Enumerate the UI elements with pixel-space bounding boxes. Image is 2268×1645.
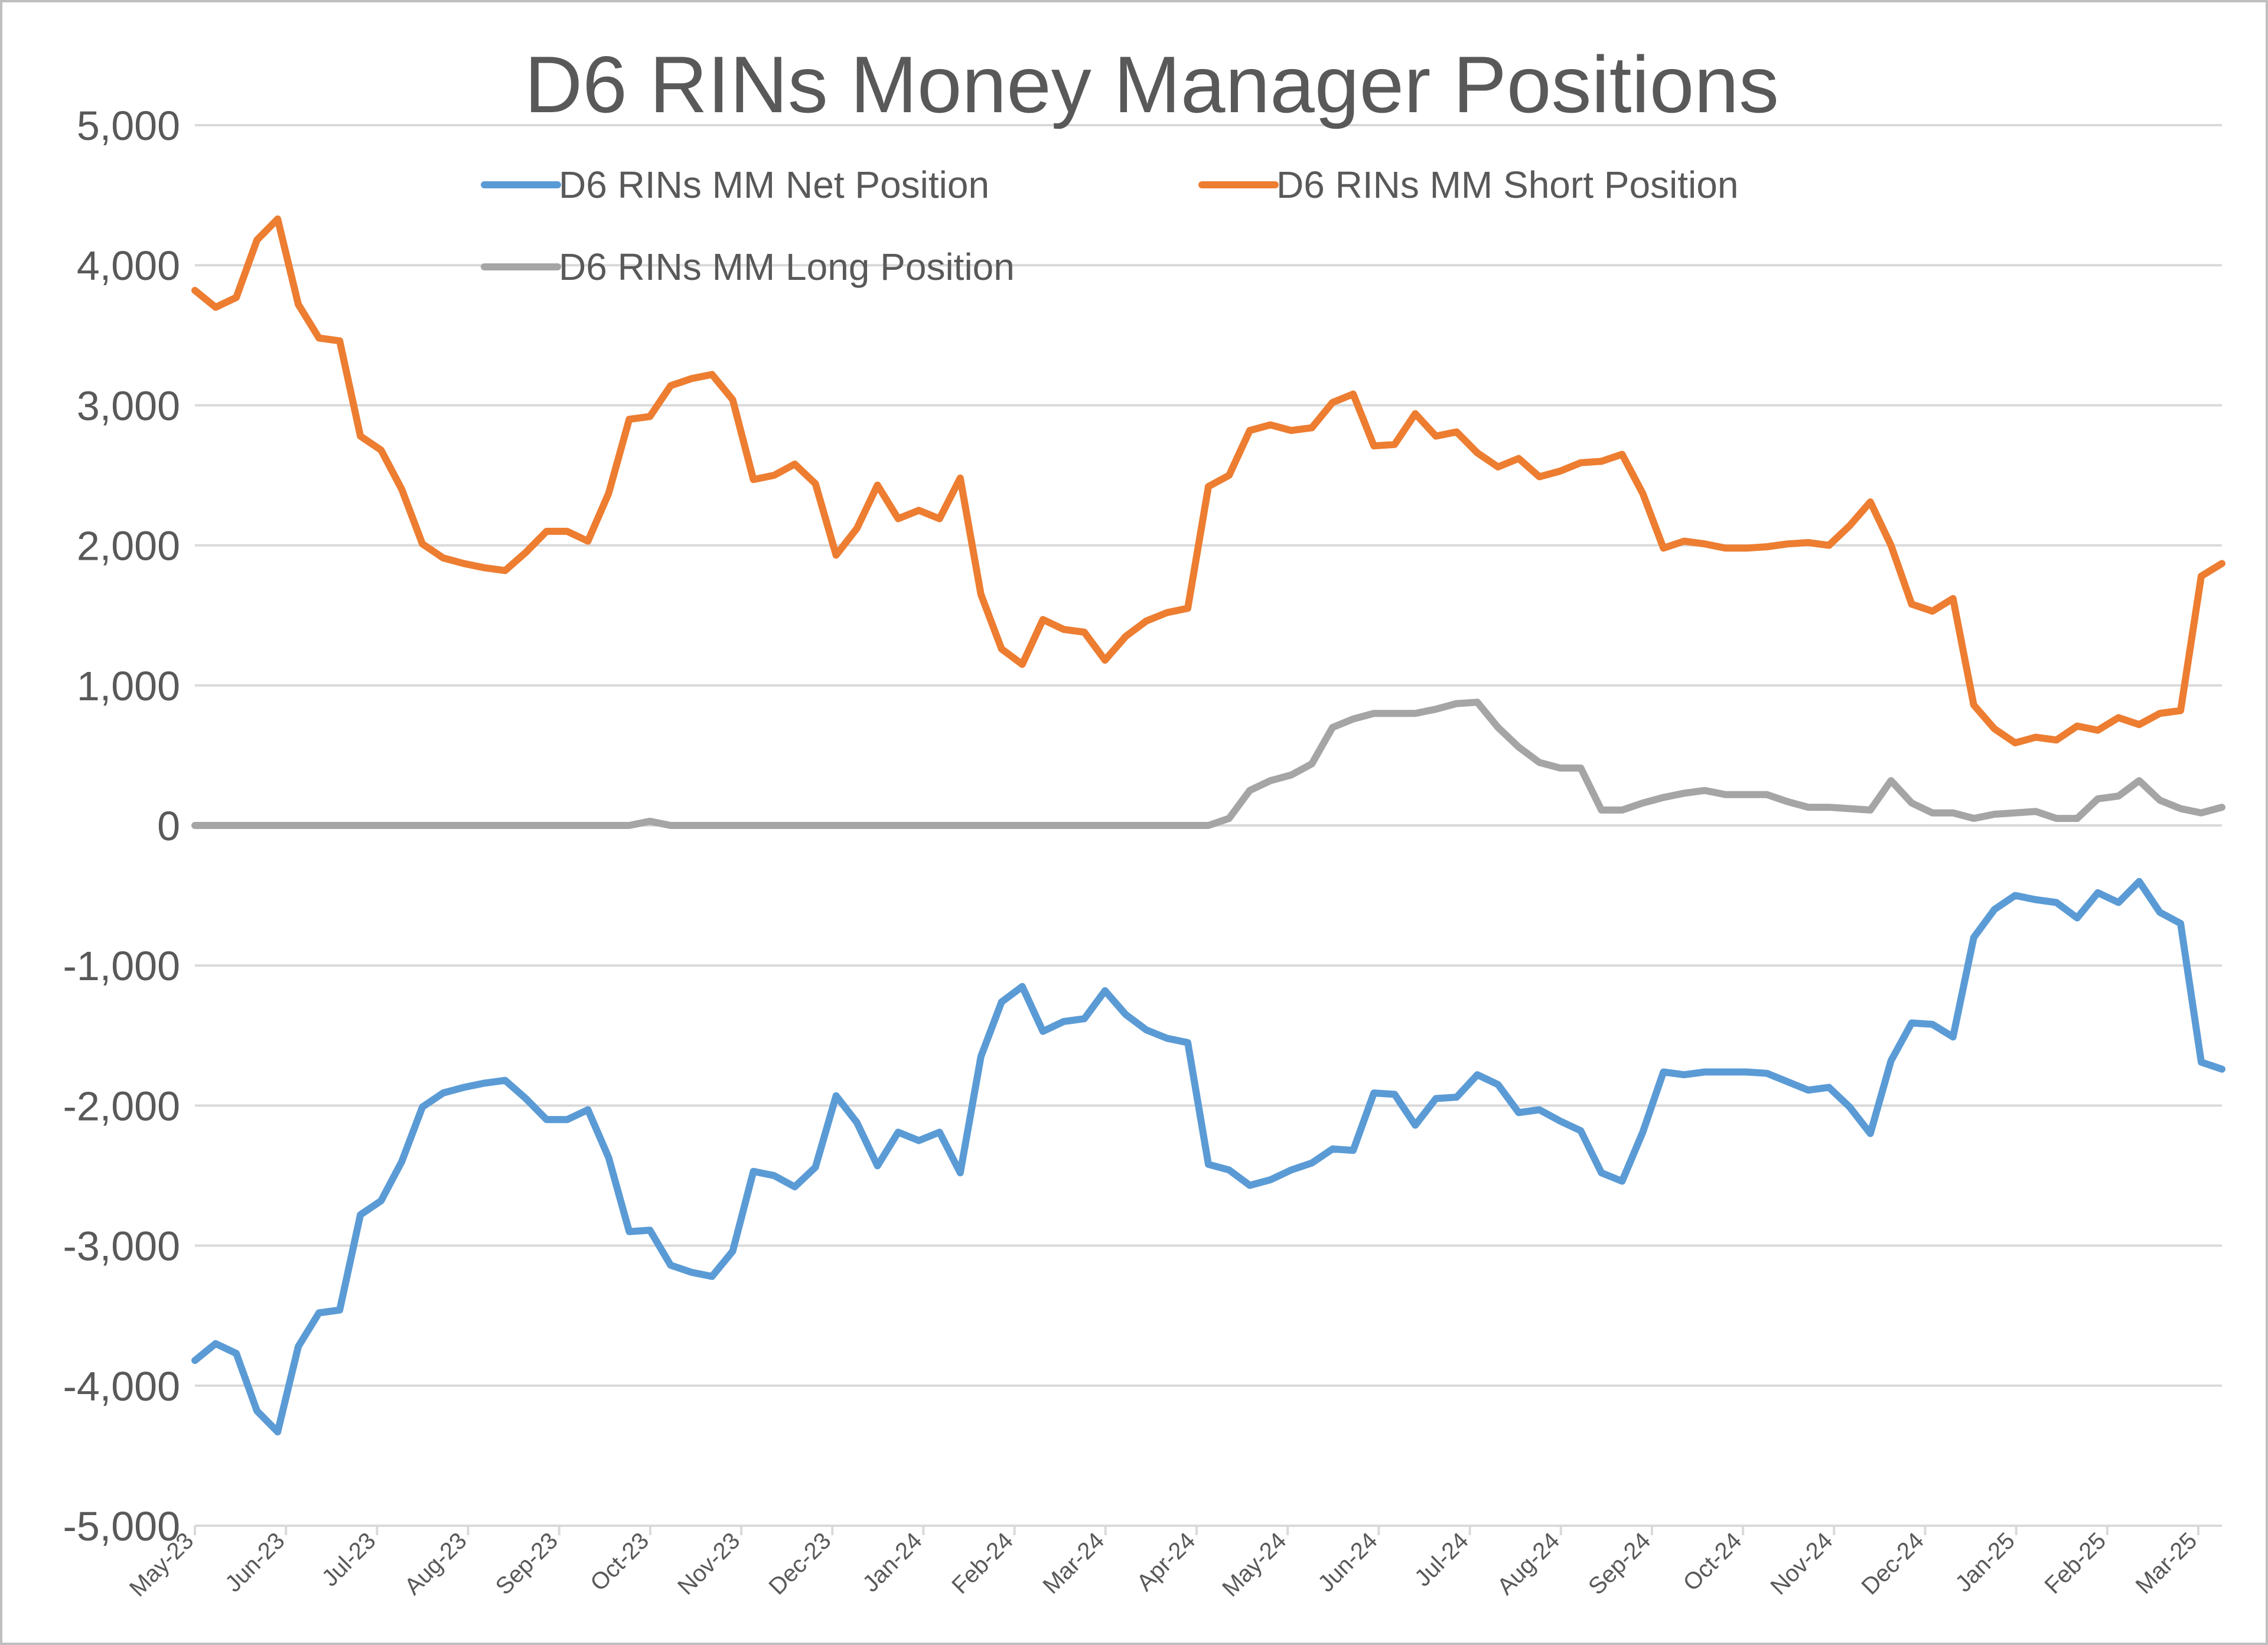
x-tick-label: Sep-24 [1583,1527,1656,1600]
x-tick-label: Jun-24 [1313,1527,1383,1597]
x-tick-label: Dec-23 [764,1527,836,1600]
x-tick-label: Jan-25 [1950,1527,2020,1597]
y-tick-label: 1,000 [77,663,180,709]
x-tick-label: Sep-23 [491,1527,563,1600]
y-axis-tick-labels: 5,000 4,000 3,000 2,000 1,000 0 -1,000 -2,000 -3… [63,103,180,1549]
legend: D6 RINs MM Net Position D6 RINs MM Short … [481,164,1738,288]
legend-label-d6-rins-mm-long-position: D6 RINs MM Long Position [559,246,1015,288]
y-tick-label: -3,000 [63,1223,180,1269]
chart-title: D6 RINs Money Manager Positions [524,40,1779,129]
x-tick-label: Apr-24 [1132,1527,1200,1596]
x-axis [194,824,2222,1535]
legend-label-d6-rins-mm-short-position: D6 RINs MM Short Position [1276,164,1738,206]
series-line-d6-rins-mm-short-position [191,215,2225,747]
x-tick-label: Feb-24 [947,1527,1018,1599]
y-tick-label: -5,000 [63,1503,180,1549]
y-tick-label: -2,000 [63,1083,180,1129]
series-line-d6-rins-mm-net-position [191,877,2225,1436]
x-tick-label: Oct-24 [1678,1527,1746,1596]
y-tick-label: 3,000 [77,383,180,429]
x-tick-label: Mar-24 [1038,1527,1109,1599]
x-tick-label: Jul-23 [317,1527,381,1591]
x-axis-tick-labels: May-23 Jun-23 Jul-23 Aug-23 Sep-23 Oct-23 Nov-… [125,1527,2202,1601]
x-tick-label: Nov-24 [1765,1527,1837,1600]
x-tick-label: Feb-25 [2039,1527,2111,1599]
legend-label-d6-rins-mm-net-position: D6 RINs MM Net Position [559,164,989,206]
x-tick-label: Aug-23 [400,1527,472,1600]
x-tick-label: Aug-24 [1493,1527,1565,1600]
x-tick-label: Jan-24 [858,1527,927,1597]
x-tick-label: Nov-23 [673,1527,745,1600]
y-tick-label: 2,000 [77,523,180,569]
x-tick-label: May-24 [1217,1527,1291,1601]
x-tick-label: Mar-25 [2131,1527,2202,1599]
x-tick-label: Oct-23 [585,1527,654,1596]
y-tick-label: 0 [157,803,180,849]
y-tick-label: -1,000 [63,943,180,989]
y-tick-label: -4,000 [63,1363,180,1409]
x-tick-label: Jun-23 [220,1527,290,1597]
series-line-d6-rins-mm-long-position [191,699,2225,829]
series-lines [191,215,2225,1436]
y-tick-label: 5,000 [77,103,180,149]
x-tick-label: Dec-24 [1857,1527,1929,1600]
y-tick-label: 4,000 [77,243,180,289]
x-tick-label: Jul-24 [1410,1527,1474,1591]
